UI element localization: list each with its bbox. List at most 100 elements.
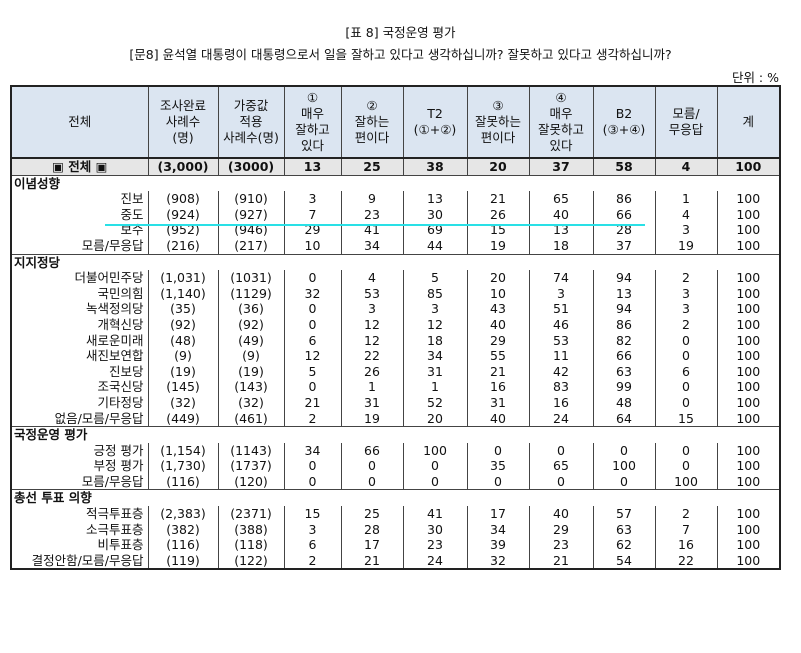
cell: 0	[654, 348, 718, 364]
cell: 82	[592, 332, 656, 349]
column-header: ① 매우 잘하고 있다	[283, 85, 342, 159]
cell: 100	[402, 442, 468, 459]
row: 부정 평가 (1,730) (1737) 0 0 0 35 65 100 0 100	[10, 458, 781, 474]
cell: 100	[716, 506, 781, 522]
cell: 58	[592, 158, 656, 176]
row: 새로운미래 (48) (49) 6 12 18 29 53 82 0 100	[10, 332, 781, 349]
cell: 3	[340, 301, 404, 317]
cell: (910)	[217, 191, 285, 207]
cell: 25	[340, 506, 404, 522]
row: 녹색정의당 (35) (36) 0 3 3 43 51 94 3 100	[10, 301, 781, 317]
cell: 0	[283, 458, 342, 474]
row-label: 비투표층	[10, 537, 149, 553]
row-label: 기타정당	[10, 394, 149, 411]
cell: 25	[340, 158, 404, 176]
row-label: 소극투표층	[10, 521, 149, 538]
row-label: 새로운미래	[10, 332, 149, 349]
cell: 34	[340, 237, 404, 255]
cell: 100	[716, 552, 781, 570]
cell: 37	[592, 237, 656, 255]
cell: 100	[716, 458, 781, 474]
cell: (36)	[217, 301, 285, 317]
cell: (449)	[147, 410, 219, 427]
cell: 28	[340, 521, 404, 538]
group-title: 국정운영 평가	[10, 426, 781, 443]
cell: 21	[528, 552, 594, 570]
cell: 62	[592, 537, 656, 553]
cell: 19	[654, 237, 718, 255]
cell: 0	[283, 473, 342, 490]
cell: 26	[466, 206, 530, 223]
cell: 10	[466, 285, 530, 302]
cell: 16	[466, 379, 530, 395]
cell: 53	[340, 285, 404, 302]
row: 국민의힘 (1,140) (1129) 32 53 85 10 3 13 3 100	[10, 285, 781, 302]
cell: 4	[654, 158, 718, 176]
unit: 단위 : %	[731, 70, 779, 85]
cell: 22	[654, 552, 718, 570]
cell: 38	[402, 158, 468, 176]
row-label: 없음/모름/무응답	[10, 410, 149, 427]
row: 모름/무응답 (216) (217) 10 34 44 19 18 37 19 100	[10, 237, 781, 255]
cell: 0	[592, 442, 656, 459]
cell: (3,000)	[147, 158, 219, 176]
cell: 100	[716, 191, 781, 207]
cell: 43	[466, 301, 530, 317]
cell: 2	[654, 270, 718, 286]
cell: 3	[402, 301, 468, 317]
cell: (145)	[147, 379, 219, 395]
cell: 86	[592, 316, 656, 333]
row: 진보 (908) (910) 3 9 13 21 65 86 1 100	[10, 191, 781, 207]
cell: 100	[716, 537, 781, 553]
row: 소극투표층 (382) (388) 3 28 30 34 29 63 7 100	[10, 521, 781, 538]
cell: 37	[528, 158, 594, 176]
cell: 34	[283, 442, 342, 459]
row-label: 보수	[10, 222, 149, 238]
cell: 15	[654, 410, 718, 427]
cell: 18	[402, 332, 468, 349]
column-header: T2 (①+②)	[402, 85, 468, 159]
cell: 86	[592, 191, 656, 207]
cell: 55	[466, 348, 530, 364]
row-label: 개혁신당	[10, 316, 149, 333]
cell: 0	[592, 473, 656, 490]
cell: (19)	[217, 363, 285, 380]
cell: 24	[528, 410, 594, 427]
cell: 100	[716, 301, 781, 317]
cell: 40	[528, 506, 594, 522]
cell: 20	[466, 158, 530, 176]
cell: 19	[340, 410, 404, 427]
cell: (3000)	[217, 158, 285, 176]
row-label: 진보당	[10, 363, 149, 380]
cell: (216)	[147, 237, 219, 255]
cell: (924)	[147, 206, 219, 223]
cell: 20	[466, 270, 530, 286]
cell: 31	[402, 363, 468, 380]
column-header: ② 잘하는 편이다	[340, 85, 404, 159]
cell: 10	[283, 237, 342, 255]
cell: 2	[283, 552, 342, 570]
cell: 0	[283, 301, 342, 317]
cell: 17	[466, 506, 530, 522]
cell: (217)	[217, 237, 285, 255]
cell: 0	[283, 270, 342, 286]
cell: 54	[592, 552, 656, 570]
cell: 0	[654, 379, 718, 395]
cell: 100	[716, 332, 781, 349]
cell: 34	[402, 348, 468, 364]
group-row: 총선 투표 의향	[10, 489, 781, 507]
cell: 35	[466, 458, 530, 474]
row: ▣ 전체 ▣ (3,000) (3000) 13 25 38 20 37 58 4 100	[10, 158, 781, 176]
column-header: 모름/ 무응답	[654, 85, 718, 159]
cell: 29	[466, 332, 530, 349]
row: 결정안함/모름/무응답 (119) (122) 2 21 24 32 21 54 22 100	[10, 552, 781, 570]
cell: 23	[402, 537, 468, 553]
row-label: 긍정 평가	[10, 442, 149, 459]
cell: 20	[402, 410, 468, 427]
cell: 83	[528, 379, 594, 395]
cell: 65	[528, 191, 594, 207]
cell: 0	[283, 379, 342, 395]
cell: 0	[340, 458, 404, 474]
cell: (1129)	[217, 285, 285, 302]
cell: 2	[654, 506, 718, 522]
